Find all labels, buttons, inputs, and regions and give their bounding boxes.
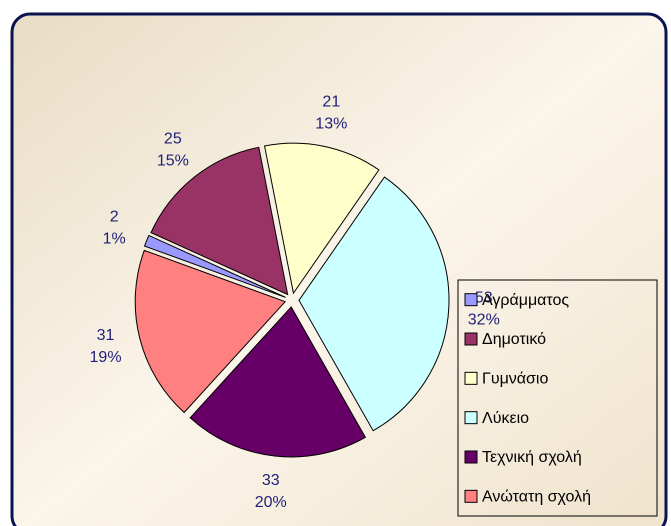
legend-label: Τεχνική σχολή	[482, 449, 582, 466]
legend-swatch	[464, 332, 478, 346]
legend-swatch	[464, 411, 478, 425]
pie-slice	[189, 306, 367, 458]
legend-label: Ανώτατη σχολή	[482, 489, 591, 506]
legend-swatch	[464, 489, 478, 503]
data-label-value: 33	[262, 472, 280, 489]
data-label-percent: 13%	[315, 115, 347, 132]
data-label-percent: 1%	[103, 231, 126, 248]
pie-slice	[143, 234, 286, 298]
legend-swatch	[464, 450, 478, 464]
legend-label: Λύκειο	[482, 410, 529, 427]
data-label-percent: 15%	[157, 153, 189, 170]
pie-slice	[263, 142, 380, 295]
data-label-value: 21	[322, 93, 340, 110]
legend-label: Αγράμματος	[482, 292, 569, 309]
plot-area: 2 1% 25 15% 21 13% 53 32% 33 20% 31 19% Αγράμματος Δη…	[90, 93, 658, 517]
data-label-value: 25	[164, 131, 182, 148]
data-label-value: 53	[475, 290, 493, 307]
data-label-value: 31	[97, 327, 115, 344]
data-label-percent: 20%	[255, 494, 287, 511]
legend-box	[457, 279, 658, 517]
legend-label: Δημοτικό	[482, 331, 546, 348]
pie-slice	[150, 146, 289, 296]
pie-slice	[134, 249, 287, 414]
legend-label: Γυμνάσιο	[482, 371, 548, 388]
data-label-percent: 32%	[468, 312, 500, 329]
legend-swatch	[464, 293, 478, 307]
data-label-value: 2	[110, 209, 119, 226]
data-label-percent: 19%	[90, 349, 122, 366]
pie-slice	[298, 176, 450, 432]
legend-swatch	[464, 371, 478, 385]
